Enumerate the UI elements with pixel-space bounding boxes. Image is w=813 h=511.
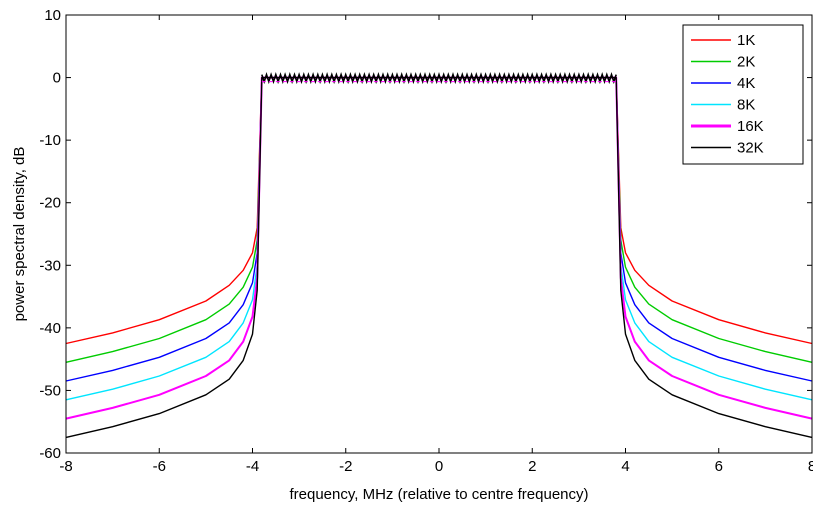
x-tick-label: 0: [435, 458, 443, 475]
x-tick-label: 2: [528, 458, 536, 475]
y-axis-label: power spectral density, dB: [11, 147, 28, 322]
x-tick-label: -8: [59, 458, 72, 475]
legend-label-2k: 2K: [737, 54, 755, 71]
legend: 1K 2K 4K 8K 16K 32K: [682, 24, 804, 165]
y-tick-label: -50: [39, 382, 61, 399]
legend-label-32k: 32K: [737, 140, 764, 157]
y-tick-label: 10: [44, 7, 61, 24]
legend-label-16k: 16K: [737, 118, 764, 135]
y-tick-label: -30: [39, 257, 61, 274]
y-tick-label: -20: [39, 195, 61, 212]
legend-label-1k: 1K: [737, 32, 755, 49]
legend-label-4k: 4K: [737, 75, 755, 92]
series-layer: [65, 72, 813, 439]
legend-box: [682, 24, 804, 165]
x-tick-label: -2: [339, 458, 352, 475]
legend-label-8k: 8K: [737, 97, 755, 114]
y-tick-label: -60: [39, 445, 61, 462]
x-axis-label: frequency, MHz (relative to centre frequ…: [289, 486, 588, 503]
x-tick-label: -6: [153, 458, 166, 475]
series-line-32k: [65, 76, 813, 439]
x-tick-label: -4: [246, 458, 259, 475]
x-tick-label: 4: [621, 458, 629, 475]
y-tick-label: 0: [53, 70, 61, 87]
passband-ripple: [261, 72, 617, 85]
x-tick-label: 8: [808, 458, 813, 475]
y-tick-label: -10: [39, 132, 61, 149]
x-tick-label: 6: [715, 458, 723, 475]
y-tick-label: -40: [39, 320, 61, 337]
